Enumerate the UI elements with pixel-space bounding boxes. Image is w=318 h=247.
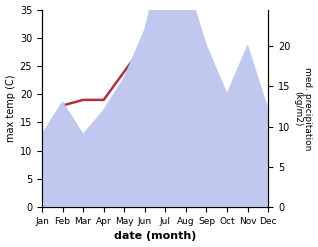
X-axis label: date (month): date (month)	[114, 231, 196, 242]
Y-axis label: med. precipitation
(kg/m2): med. precipitation (kg/m2)	[293, 67, 313, 150]
Y-axis label: max temp (C): max temp (C)	[5, 75, 16, 142]
